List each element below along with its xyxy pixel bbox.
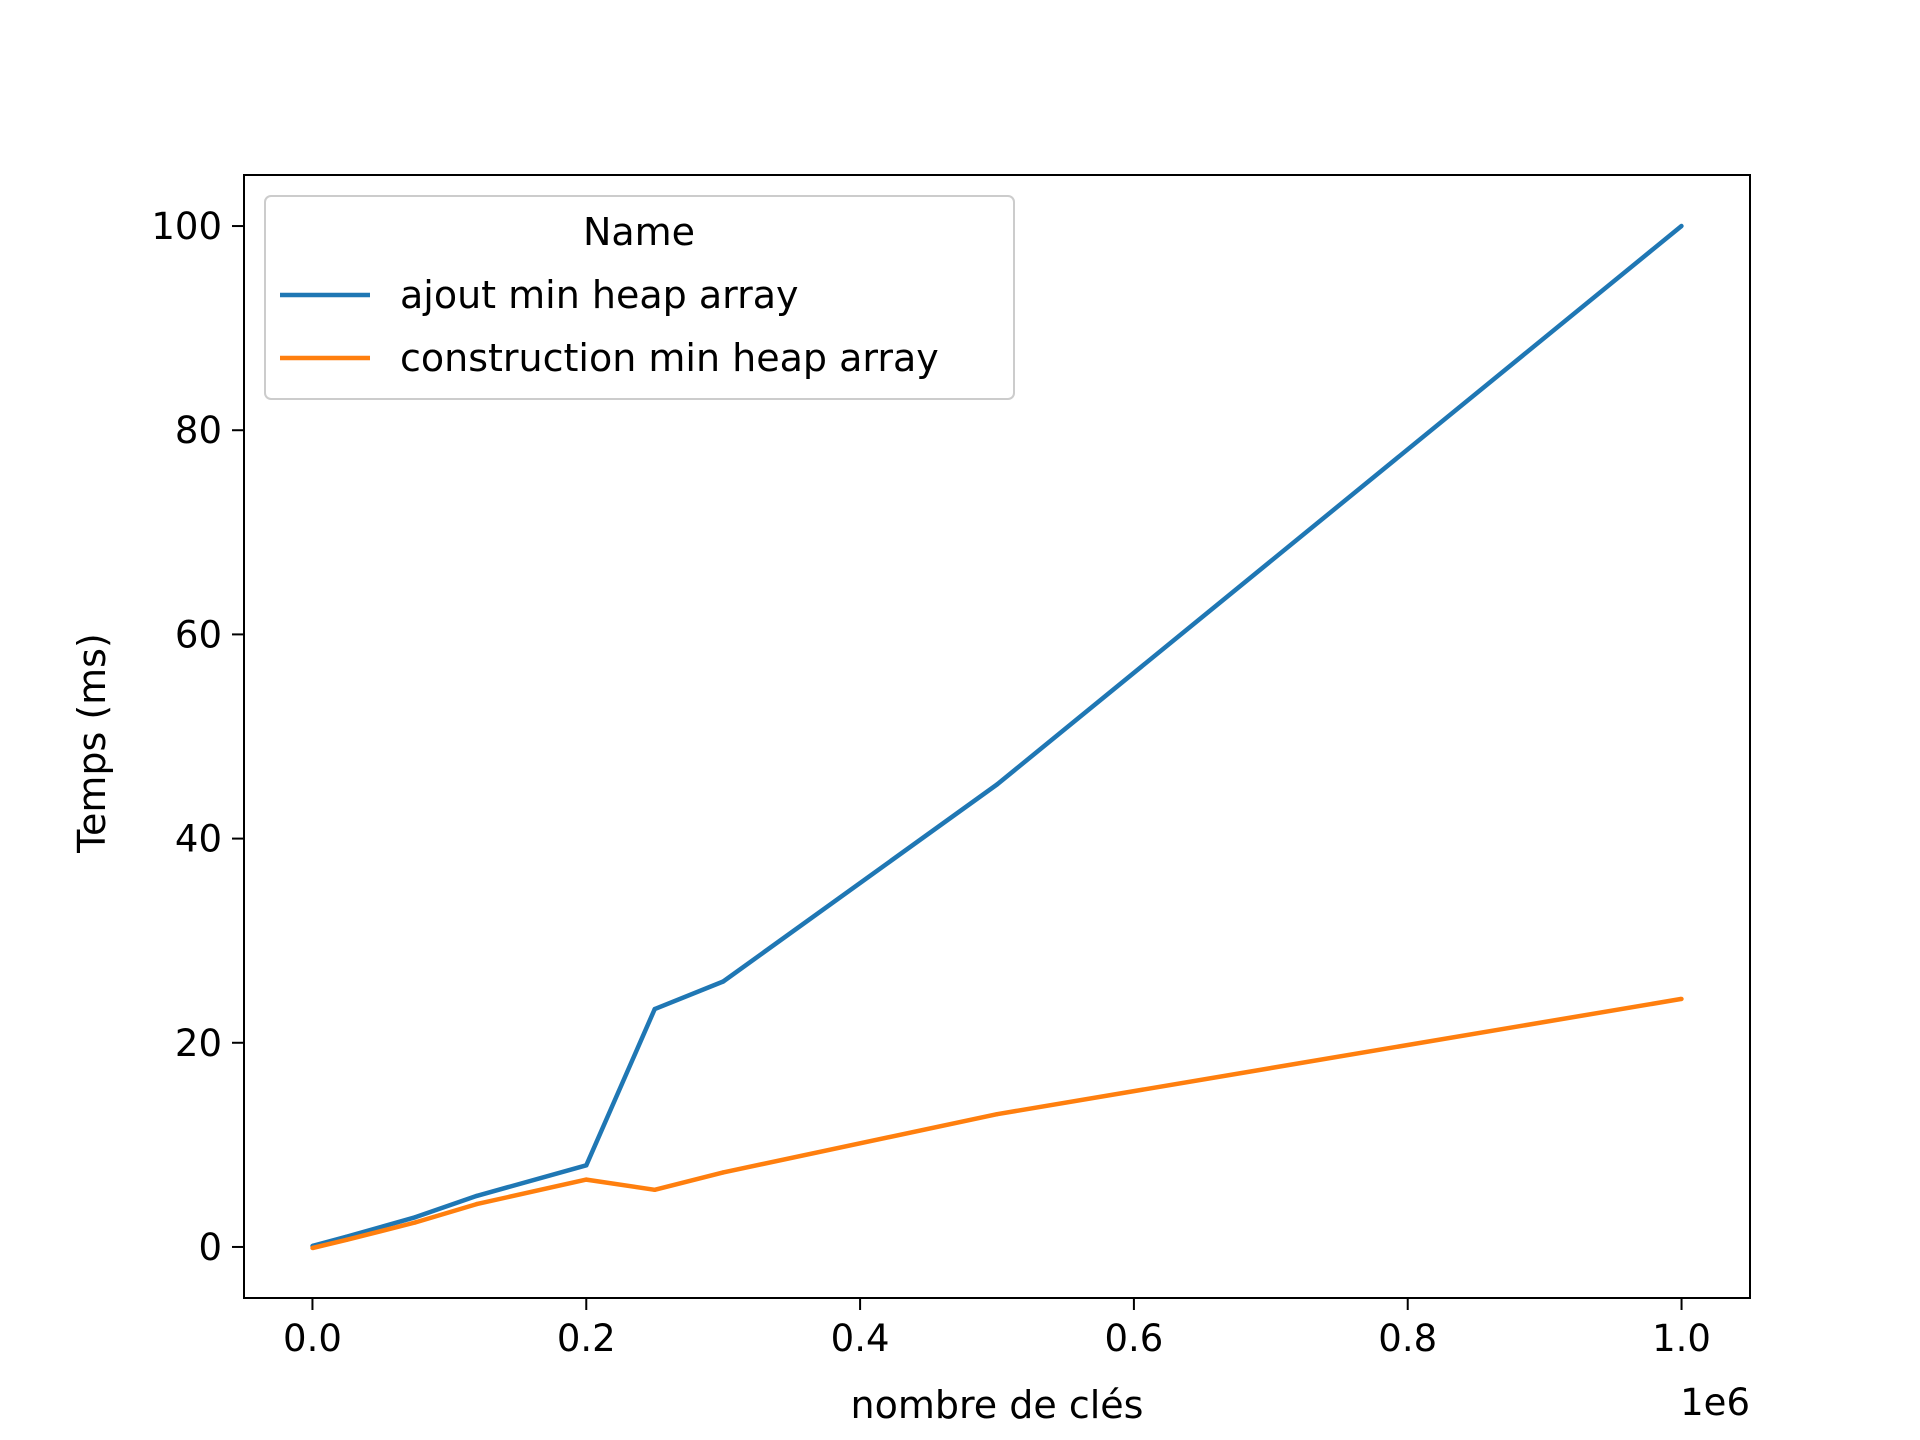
data-point-construction-min-heap-array-1 <box>344 1237 349 1243</box>
legend-label-construction-min-heap-array: construction min heap array <box>400 336 939 380</box>
axes: 0.0 0.2 0.4 0.6 0.8 1.0 0 20 40 60 80 100 <box>151 174 1751 1360</box>
y-axis-label: Temps (ms) <box>70 633 114 854</box>
x-tick-label: 0.8 <box>1378 1317 1437 1360</box>
data-point-construction-min-heap-array-4 <box>584 1177 589 1182</box>
data-point-construction-min-heap-array-7 <box>994 1112 1000 1117</box>
data-point-construction-min-heap-array-2 <box>412 1220 418 1225</box>
x-tick-label: 0.2 <box>557 1317 616 1360</box>
data-point-ajout-min-heap-array-3 <box>474 1193 479 1199</box>
y-tick-label: 80 <box>175 409 222 452</box>
data-point-ajout-min-heap-array-4 <box>584 1163 589 1168</box>
data-point-ajout-min-heap-array-2 <box>412 1215 418 1220</box>
axes-frame <box>243 174 1751 1299</box>
data-point-construction-min-heap-array-5 <box>652 1187 657 1193</box>
plot-area <box>310 223 1684 1251</box>
data-point-construction-min-heap-array-8 <box>1679 996 1684 1002</box>
data-point-construction-min-heap-array-3 <box>474 1201 479 1207</box>
x-tick-label: 0.0 <box>283 1317 342 1360</box>
data-point-construction-min-heap-array-6 <box>721 1170 726 1175</box>
x-tick-label: 0.6 <box>1104 1317 1163 1360</box>
y-tick-label: 60 <box>175 613 222 656</box>
y-tick-label: 0 <box>198 1226 222 1269</box>
legend-title: Name <box>583 210 695 254</box>
x-axis-label: nombre de clés <box>851 1383 1144 1427</box>
x-tick-label: 1.0 <box>1652 1317 1711 1360</box>
data-point-construction-min-heap-array-0 <box>310 1245 315 1251</box>
legend-label-ajout-min-heap-array: ajout min heap array <box>400 273 798 317</box>
y-tick-label: 20 <box>175 1022 222 1065</box>
legend-frame <box>264 195 1015 400</box>
data-point-ajout-min-heap-array-5 <box>652 1006 657 1012</box>
y-tick-label: 100 <box>151 205 222 248</box>
x-offset-label: 1e6 <box>1680 1381 1750 1424</box>
x-tick-label: 0.4 <box>831 1317 890 1360</box>
data-point-ajout-min-heap-array-6 <box>721 979 726 984</box>
data-point-ajout-min-heap-array-7 <box>994 782 1000 787</box>
legend: Name ajout min heap array construction m… <box>264 195 1015 400</box>
y-tick-label: 40 <box>175 818 222 861</box>
data-point-ajout-min-heap-array-8 <box>1679 223 1684 229</box>
